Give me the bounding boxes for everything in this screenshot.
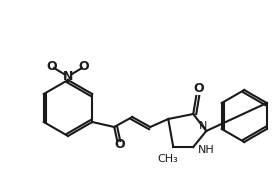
Text: O: O [47, 59, 57, 73]
Text: N: N [63, 70, 73, 82]
Text: O: O [79, 59, 89, 73]
Text: N: N [199, 121, 208, 131]
Text: NH: NH [198, 145, 215, 155]
Text: O: O [114, 138, 125, 152]
Text: CH₃: CH₃ [158, 154, 179, 164]
Text: O: O [193, 82, 203, 96]
